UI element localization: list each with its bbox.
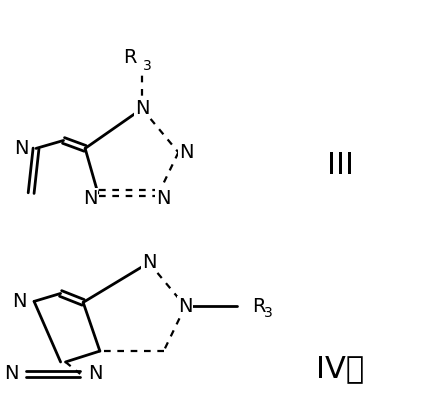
Text: N: N <box>178 297 193 316</box>
Text: R: R <box>252 297 265 316</box>
Text: IV。: IV。 <box>316 354 364 383</box>
Text: N: N <box>83 189 97 207</box>
Text: 3: 3 <box>143 59 152 73</box>
Text: N: N <box>156 189 171 207</box>
Text: N: N <box>4 365 18 383</box>
Text: N: N <box>88 365 102 383</box>
Text: 3: 3 <box>265 306 273 320</box>
Text: R: R <box>124 47 137 66</box>
Text: N: N <box>12 292 26 311</box>
Text: N: N <box>135 99 149 118</box>
Text: III: III <box>327 151 354 180</box>
Text: N: N <box>179 143 194 162</box>
Text: N: N <box>142 253 156 272</box>
Text: N: N <box>14 139 28 158</box>
